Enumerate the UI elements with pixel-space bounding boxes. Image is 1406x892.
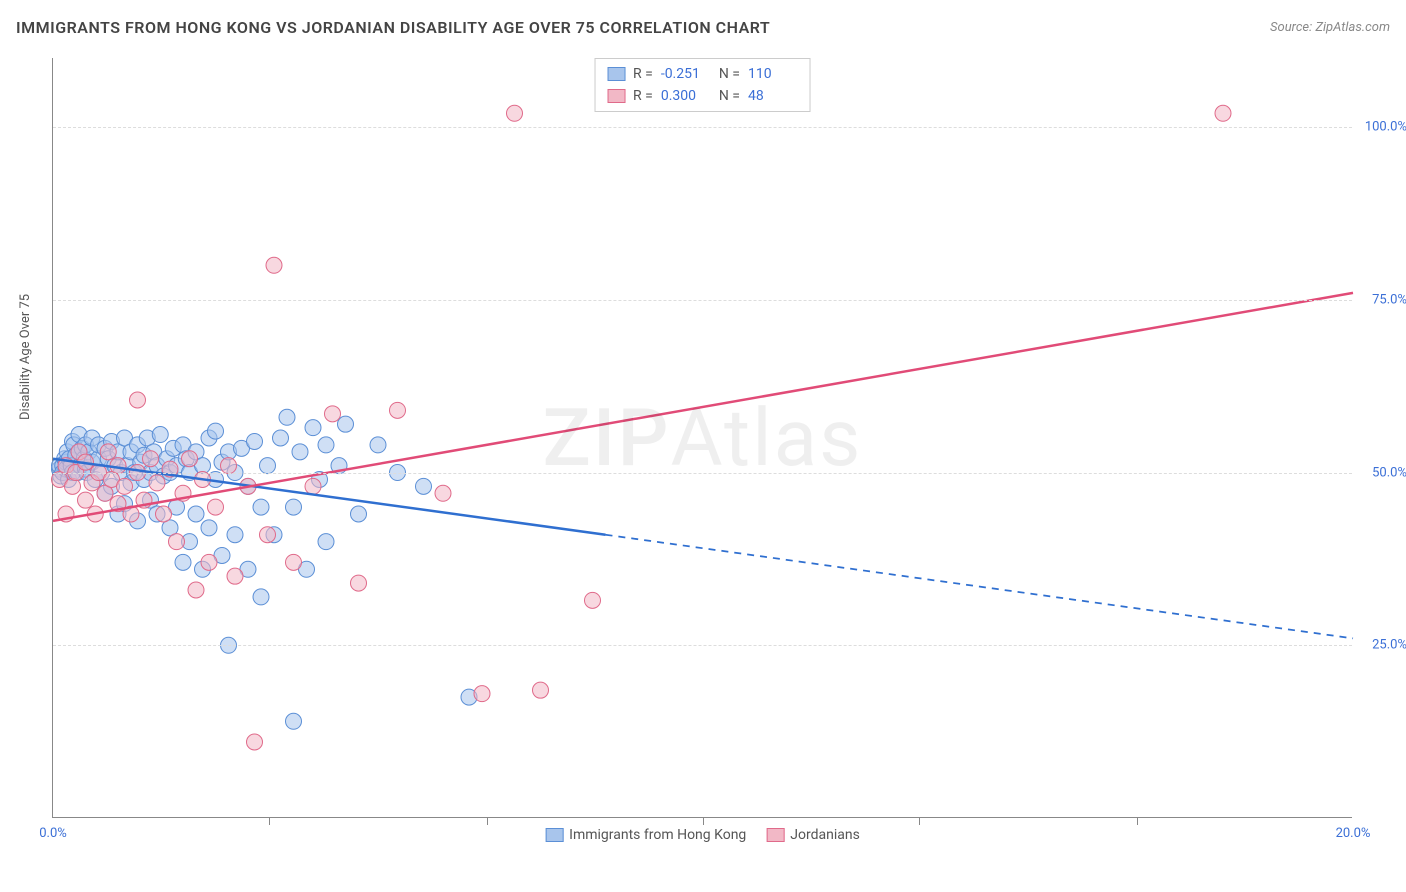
r-value: -0.251 — [661, 66, 711, 82]
data-point — [286, 554, 302, 570]
data-point — [260, 527, 276, 543]
chart-title: IMMIGRANTS FROM HONG KONG VS JORDANIAN D… — [16, 18, 770, 37]
data-point — [279, 409, 295, 425]
legend-item: Jordanians — [766, 827, 860, 843]
x-tick — [1137, 817, 1138, 825]
data-point — [286, 499, 302, 515]
data-point — [325, 406, 341, 422]
x-tick-label: 20.0% — [1336, 826, 1371, 841]
y-tick-label: 25.0% — [1372, 638, 1406, 653]
chart-plot-area: ZIPAtlas R =-0.251N =110R =0.300N =48 Im… — [52, 58, 1352, 818]
legend-label: Immigrants from Hong Kong — [569, 827, 746, 843]
data-point — [247, 433, 263, 449]
correlation-legend: R = -0.251 N = 110 R = 0.300 N = 48 — [594, 58, 811, 112]
n-label: N = — [719, 88, 740, 104]
data-point — [305, 420, 321, 436]
data-point — [318, 437, 334, 453]
data-point — [585, 592, 601, 608]
n-label: N = — [719, 66, 740, 82]
data-point — [370, 437, 386, 453]
source-label: Source: ZipAtlas.com — [1270, 20, 1390, 35]
r-label: R = — [633, 66, 653, 82]
data-point — [201, 520, 217, 536]
data-point — [175, 554, 191, 570]
data-point — [416, 478, 432, 494]
data-point — [305, 478, 321, 494]
scatter-plot-svg — [53, 58, 1352, 817]
x-tick — [269, 817, 270, 825]
data-point — [143, 451, 159, 467]
data-point — [292, 444, 308, 460]
gridline — [53, 300, 1352, 301]
data-point — [100, 444, 116, 460]
data-point — [253, 499, 269, 515]
legend-swatch — [545, 828, 563, 842]
data-point — [273, 430, 289, 446]
data-point — [1215, 105, 1231, 121]
legend-swatch — [607, 67, 625, 81]
data-point — [152, 427, 168, 443]
data-point — [351, 506, 367, 522]
data-point — [78, 492, 94, 508]
data-point — [208, 423, 224, 439]
data-point — [156, 506, 172, 522]
legend-item: Immigrants from Hong Kong — [545, 827, 746, 843]
data-point — [533, 682, 549, 698]
data-point — [182, 451, 198, 467]
data-point — [435, 485, 451, 501]
series-legend: Immigrants from Hong Kong Jordanians — [545, 827, 860, 843]
y-tick-label: 100.0% — [1365, 120, 1406, 135]
header: IMMIGRANTS FROM HONG KONG VS JORDANIAN D… — [16, 18, 1390, 37]
regression-line-extrapolated — [606, 535, 1354, 639]
y-tick-label: 50.0% — [1372, 465, 1406, 480]
y-tick-label: 75.0% — [1372, 292, 1406, 307]
data-point — [351, 575, 367, 591]
r-value: 0.300 — [661, 88, 711, 104]
legend-row: R = 0.300 N = 48 — [607, 85, 798, 107]
x-tick — [703, 817, 704, 825]
legend-swatch — [607, 89, 625, 103]
data-point — [260, 458, 276, 474]
data-point — [227, 527, 243, 543]
data-point — [117, 478, 133, 494]
n-value: 110 — [748, 66, 798, 82]
data-point — [318, 534, 334, 550]
data-point — [188, 506, 204, 522]
legend-swatch — [766, 828, 784, 842]
gridline — [53, 645, 1352, 646]
x-tick — [487, 817, 488, 825]
data-point — [338, 416, 354, 432]
data-point — [169, 534, 185, 550]
n-value: 48 — [748, 88, 798, 104]
data-point — [201, 554, 217, 570]
legend-row: R = -0.251 N = 110 — [607, 63, 798, 85]
data-point — [208, 499, 224, 515]
data-point — [221, 458, 237, 474]
x-tick-label: 0.0% — [39, 826, 67, 841]
data-point — [65, 478, 81, 494]
data-point — [474, 686, 490, 702]
x-tick — [919, 817, 920, 825]
data-point — [149, 475, 165, 491]
data-point — [266, 257, 282, 273]
data-point — [253, 589, 269, 605]
data-point — [247, 734, 263, 750]
data-point — [507, 105, 523, 121]
gridline — [53, 127, 1352, 128]
data-point — [188, 582, 204, 598]
data-point — [390, 402, 406, 418]
gridline — [53, 473, 1352, 474]
legend-label: Jordanians — [790, 827, 860, 843]
data-point — [286, 713, 302, 729]
regression-line — [53, 293, 1353, 521]
y-axis-label: Disability Age Over 75 — [18, 294, 33, 420]
data-point — [130, 392, 146, 408]
data-point — [227, 568, 243, 584]
r-label: R = — [633, 88, 653, 104]
